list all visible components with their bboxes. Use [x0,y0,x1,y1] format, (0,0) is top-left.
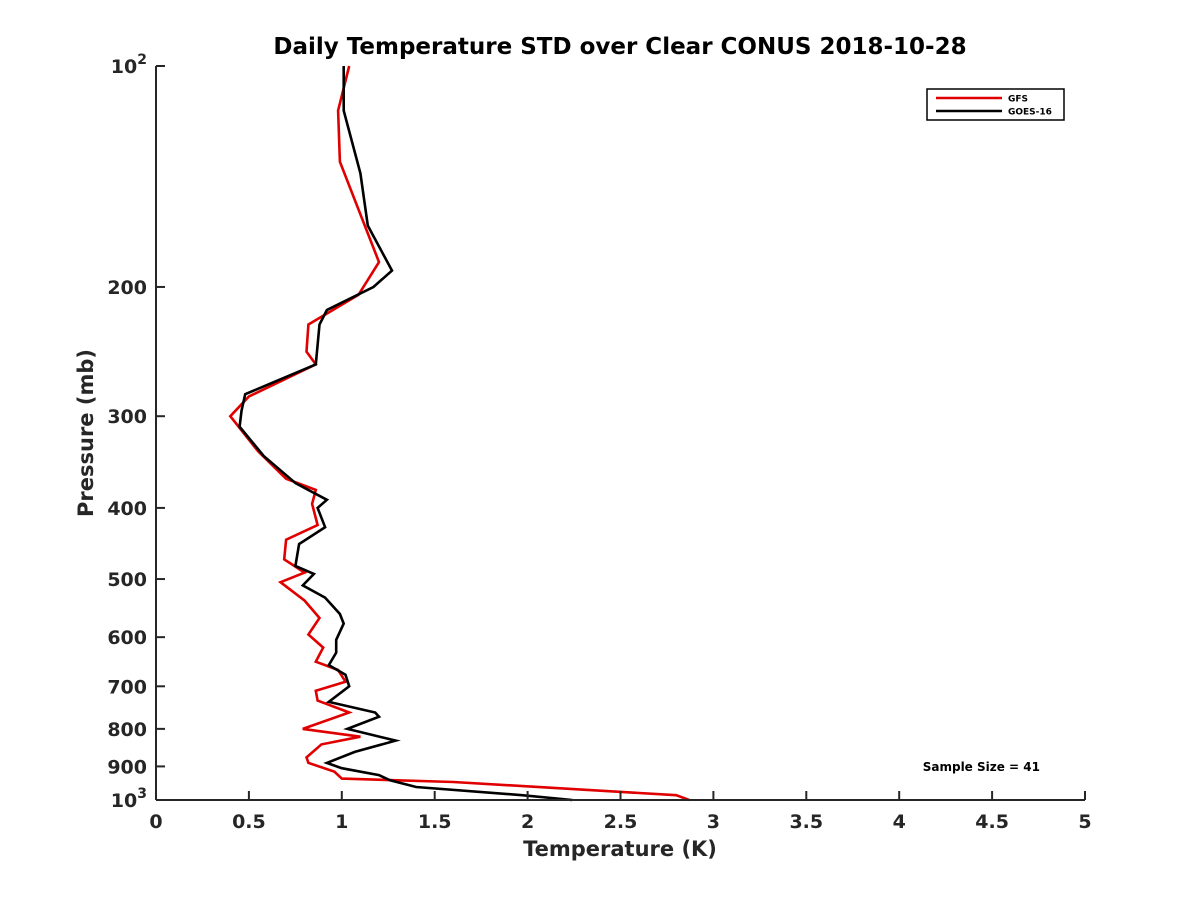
x-tick-label: 0.5 [232,811,266,833]
y-tick-label: 800 [107,719,147,741]
x-tick-label: 0 [149,811,162,833]
legend: GFS GOES-16 [926,88,1065,121]
y-tick-label: 500 [107,569,147,591]
y-tick-label: 300 [107,406,147,428]
x-tick-label: 4 [893,811,906,833]
x-tick-label: 1 [335,811,348,833]
series-layer [228,65,690,802]
series-line-goes-16 [238,66,573,802]
series-line-gfs [228,65,690,802]
x-tick-label: 2.5 [604,811,638,833]
y-axis-label: Pressure (mb) [74,349,98,517]
legend-label: GFS [1008,95,1028,105]
y-tick-label: 200 [107,277,147,299]
x-tick-label: 3.5 [789,811,823,833]
y-tick-label: 400 [107,498,147,520]
x-tick-label: 5 [1078,811,1091,833]
legend-label: GOES-16 [1008,108,1052,118]
x-tick-label: 2 [521,811,534,833]
y-tick-label: 600 [107,627,147,649]
y-tick-label: 103 [111,786,147,812]
x-tick-label: 3 [707,811,720,833]
y-tick-label: 900 [107,756,147,778]
axes-layer: 0 0.5 1 1.5 2 2.5 3 3.5 4 4.5 51022003004005006007… [107,52,1091,833]
y-tick-label: 700 [107,676,147,698]
x-axis-label: Temperature (K) [523,837,717,861]
x-tick-label: 1.5 [418,811,452,833]
legend-box [926,88,1065,121]
x-tick-label: 4.5 [975,811,1009,833]
sample-size-annotation: Sample Size = 41 [923,760,1040,774]
chart-title: Daily Temperature STD over Clear CONUS 2… [273,34,966,60]
